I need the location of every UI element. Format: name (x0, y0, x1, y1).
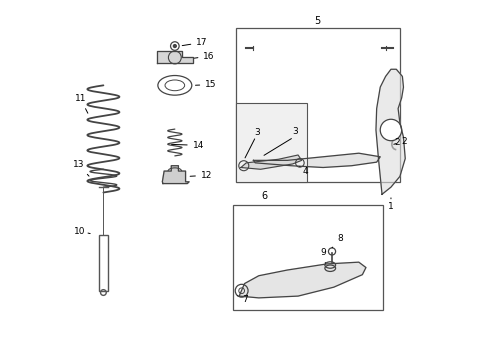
Text: 17: 17 (182, 38, 207, 47)
Text: 3: 3 (254, 128, 260, 137)
Text: 2: 2 (393, 136, 407, 145)
Text: 9: 9 (320, 248, 325, 263)
Text: 15: 15 (195, 80, 216, 89)
Bar (233, 205, 382, 310)
Polygon shape (375, 69, 405, 194)
Text: 6: 6 (261, 191, 266, 201)
Text: 13: 13 (73, 161, 89, 176)
Polygon shape (157, 51, 192, 63)
Bar (235, 28, 399, 182)
Text: 1: 1 (387, 198, 393, 211)
Text: 16: 16 (194, 51, 215, 60)
Bar (235, 103, 306, 182)
Text: 7: 7 (237, 295, 248, 304)
Polygon shape (239, 262, 365, 298)
Circle shape (173, 45, 176, 48)
Text: 14: 14 (171, 141, 203, 150)
Circle shape (380, 119, 401, 141)
Text: 8: 8 (331, 234, 343, 248)
Polygon shape (241, 155, 301, 169)
Text: 5: 5 (314, 16, 320, 26)
Polygon shape (253, 153, 380, 167)
Text: 10: 10 (74, 226, 90, 235)
Text: 12: 12 (190, 171, 212, 180)
Text: 3: 3 (292, 127, 298, 136)
Text: 11: 11 (75, 94, 88, 113)
Polygon shape (162, 166, 189, 184)
Text: 2: 2 (394, 138, 399, 147)
Text: 4: 4 (299, 166, 308, 176)
